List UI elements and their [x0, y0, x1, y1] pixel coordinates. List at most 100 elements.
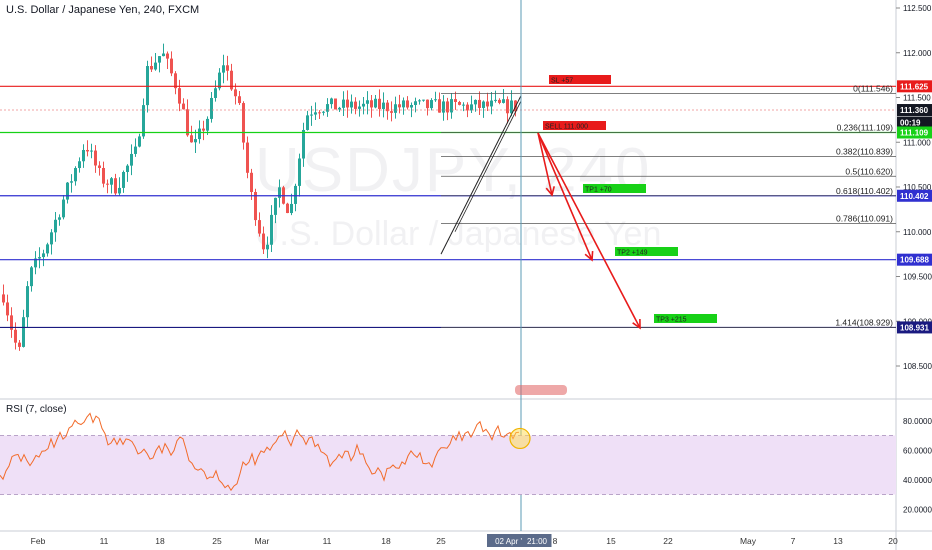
trade-label-box[interactable]: [615, 247, 678, 256]
candle-body: [298, 158, 301, 186]
candle-body: [322, 111, 325, 113]
time-axis-label: 20: [888, 536, 898, 546]
trade-label-box[interactable]: [583, 184, 646, 193]
price-axis-label: 112.000: [903, 49, 932, 58]
candle-body: [462, 104, 465, 106]
candle-body: [334, 98, 337, 110]
tp3-arrow[interactable]: [537, 132, 641, 329]
candle-body: [490, 100, 493, 107]
tp1-arrow-head: [545, 186, 555, 197]
time-axis-label: 15: [606, 536, 616, 546]
candle-body: [122, 172, 125, 188]
rsi-highlight-circle: [509, 427, 531, 450]
candle-body: [238, 96, 241, 104]
candle-body: [198, 128, 201, 140]
time-axis-label: 8: [553, 536, 558, 546]
candle-body: [442, 101, 445, 113]
candle-body: [418, 100, 421, 102]
rsi-indicator-label[interactable]: RSI (7, close): [6, 404, 67, 415]
candle-body: [362, 103, 365, 107]
candle-body: [278, 187, 281, 198]
candle-body: [62, 199, 65, 218]
candle-body: [70, 181, 73, 183]
candle-body: [110, 178, 113, 185]
trade-label-box[interactable]: [549, 75, 611, 84]
candle-body: [150, 66, 153, 70]
candle-body: [82, 149, 85, 162]
price-badge: [897, 253, 932, 266]
candle-body: [166, 53, 169, 59]
candle-body: [310, 114, 313, 116]
candle-body: [302, 129, 305, 159]
candle-body: [446, 101, 449, 113]
price-axis-label: 110.500: [903, 183, 932, 192]
candle-body: [382, 102, 385, 109]
candle-body: [502, 99, 505, 103]
candle-body: [258, 220, 261, 234]
candle-body: [338, 107, 341, 110]
candle-body: [390, 111, 393, 113]
price-badge: [897, 321, 932, 334]
fib-level-label: 0.382(110.839): [836, 147, 893, 157]
price-badge-text: 111.109: [900, 128, 929, 137]
candle-body: [94, 150, 97, 166]
candle-body: [226, 65, 229, 71]
candle-body: [182, 103, 185, 110]
candle-body: [230, 70, 233, 90]
rsi-band: [0, 435, 896, 495]
time-cursor-badge: [522, 534, 552, 547]
time-axis-label: 25: [436, 536, 446, 546]
rsi-line: [0, 412, 520, 492]
fib-level-label: 1.414(108.929): [835, 318, 893, 328]
tp1-arrow[interactable]: [537, 132, 553, 196]
candle-body: [358, 106, 361, 109]
trade-label-box[interactable]: [654, 314, 717, 323]
price-badge: [897, 104, 932, 117]
trend-line-upper[interactable]: [454, 100, 522, 232]
candle-body: [50, 232, 53, 245]
trade-label-text: TP3 +215: [656, 317, 687, 324]
tp2-arrow[interactable]: [537, 132, 593, 261]
trend-line-lower[interactable]: [440, 95, 522, 255]
candle-body: [422, 99, 425, 101]
candle-body: [410, 105, 413, 108]
candle-body: [138, 136, 141, 147]
candle-body: [250, 172, 253, 192]
fib-level-label: 0.786(110.091): [836, 214, 893, 224]
candle-body: [450, 99, 453, 113]
candle-body: [486, 101, 489, 107]
candle-body: [186, 109, 189, 136]
symbol-watermark: USDJPY, 240: [255, 136, 652, 205]
trade-label-box[interactable]: [543, 121, 606, 130]
candle-body: [350, 101, 353, 108]
candle-body: [14, 329, 17, 343]
candle-body: [38, 257, 41, 259]
candle-body: [118, 187, 121, 194]
candle-body: [6, 302, 9, 316]
fib-level-label: 0(111.546): [853, 83, 893, 93]
time-axis-label: 7: [791, 536, 796, 546]
candle-body: [78, 161, 81, 169]
candle-body: [378, 98, 381, 109]
candle-body: [326, 104, 329, 112]
candle-body: [202, 128, 205, 131]
time-axis-label: 13: [833, 536, 843, 546]
candle-body: [242, 103, 245, 143]
candle-body: [74, 168, 77, 182]
candle-body: [2, 294, 5, 303]
time-cursor-label: 02 Apr '19: [495, 537, 531, 546]
candle-body: [146, 66, 149, 106]
event-flags-icon[interactable]: [515, 385, 567, 395]
candle-body: [90, 150, 93, 152]
candle-body: [498, 99, 501, 103]
time-axis-label: 22: [663, 536, 673, 546]
time-axis-label: 11: [323, 536, 332, 546]
price-badge: [897, 189, 932, 202]
candle-body: [222, 65, 225, 73]
price-badge: [897, 126, 932, 139]
fib-level-label: 0.618(110.402): [836, 186, 893, 196]
candle-body: [430, 100, 433, 109]
candle-body: [54, 219, 57, 233]
candle-body: [142, 105, 145, 137]
